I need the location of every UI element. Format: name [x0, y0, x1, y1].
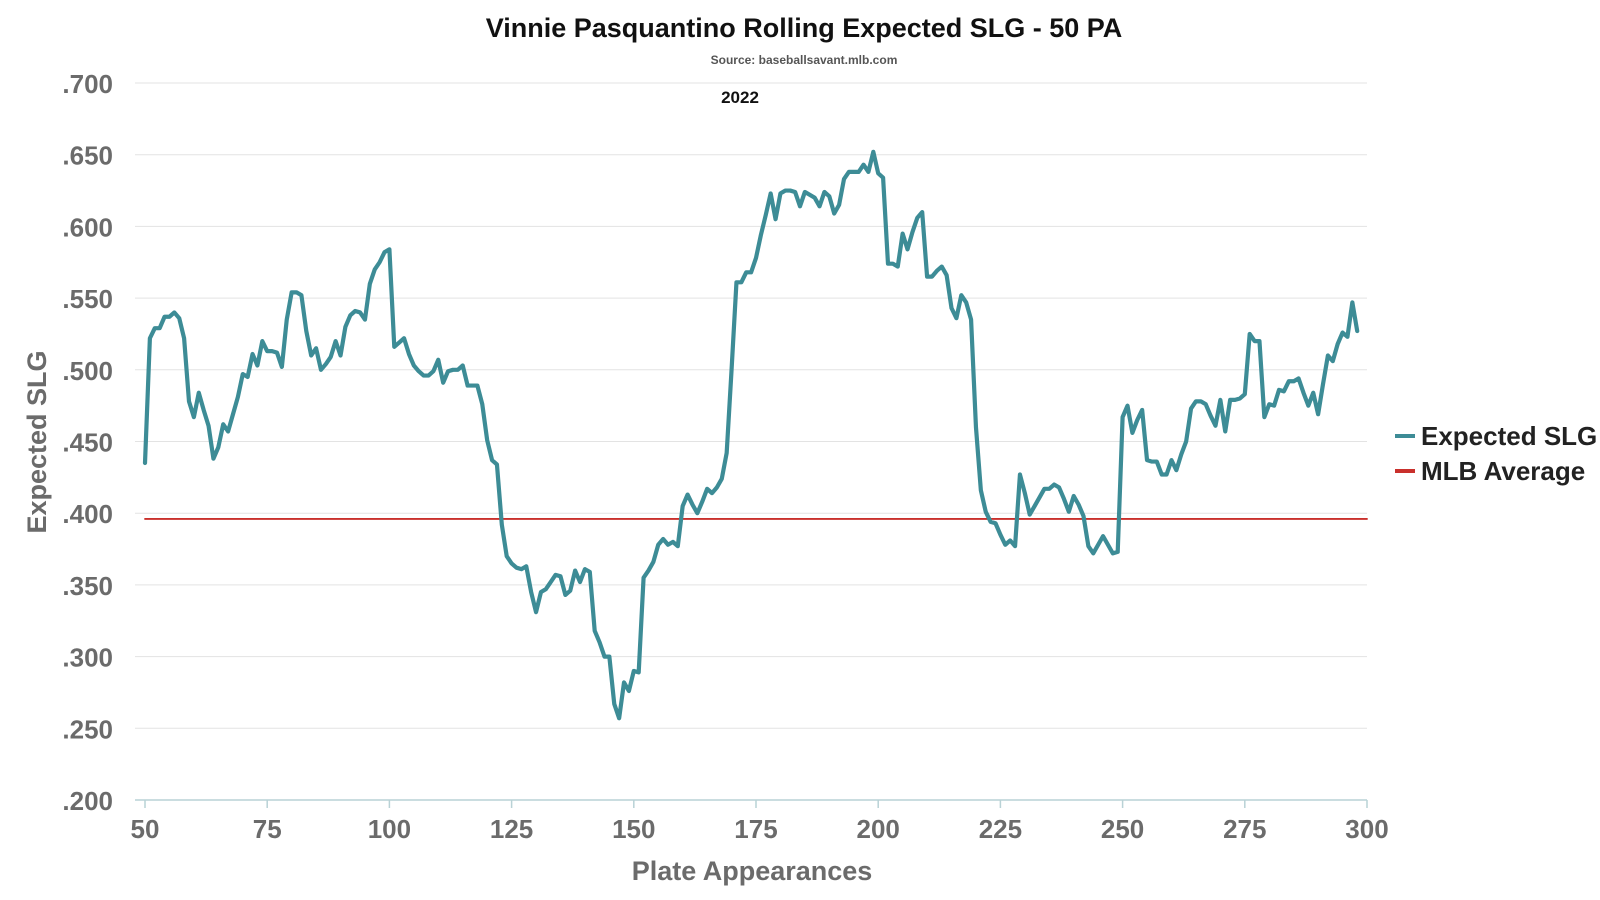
- y-tick-label: .350: [62, 571, 113, 601]
- x-tick-label: 225: [979, 814, 1022, 844]
- x-tick-label: 75: [253, 814, 282, 844]
- x-tick-label: 125: [490, 814, 533, 844]
- y-tick-label: .450: [62, 428, 113, 458]
- y-tick-label: .400: [62, 499, 113, 529]
- plot-area: [142, 149, 1368, 721]
- series-line-expected-slg: [142, 149, 1360, 721]
- x-tick-label: 275: [1223, 814, 1266, 844]
- y-tick-label: .600: [62, 212, 113, 242]
- legend-item-mlb-average: MLB Average: [1395, 456, 1585, 486]
- x-tick-label: 175: [734, 814, 777, 844]
- gridlines: [135, 82, 1367, 729]
- legend-label-expected-slg: Expected SLG: [1421, 421, 1597, 451]
- y-axis-ticks: .200 .250 .300 .350 .400 .450 .500 .550 .600 .650…: [62, 69, 113, 816]
- legend-item-expected-slg: Expected SLG: [1395, 421, 1597, 451]
- x-tick-label: 250: [1101, 814, 1144, 844]
- legend-label-mlb-average: MLB Average: [1421, 456, 1585, 486]
- chart-subtitle: Source: baseballsavant.mlb.com: [711, 53, 898, 67]
- y-tick-label: .550: [62, 284, 113, 314]
- y-tick-label: .250: [62, 714, 113, 744]
- x-tick-label: 50: [131, 814, 160, 844]
- y-axis-label: Expected SLG: [22, 350, 52, 533]
- x-tick-label: 150: [612, 814, 655, 844]
- x-axis-label: Plate Appearances: [632, 856, 873, 886]
- x-tick-label: 300: [1345, 814, 1388, 844]
- season-label: 2022: [721, 88, 759, 107]
- y-tick-label: .300: [62, 643, 113, 673]
- x-tick-label: 100: [368, 814, 411, 844]
- y-tick-label: .700: [62, 69, 113, 99]
- x-axis-ticks: 50 75 100 125 150 175 200 225 250 275 300: [131, 800, 1389, 844]
- chart-title: Vinnie Pasquantino Rolling Expected SLG …: [486, 13, 1123, 43]
- x-tick-label: 200: [857, 814, 900, 844]
- legend: Expected SLG MLB Average: [1395, 421, 1597, 486]
- y-tick-label: .500: [62, 356, 113, 386]
- y-tick-label: .200: [62, 786, 113, 816]
- y-tick-label: .650: [62, 141, 113, 171]
